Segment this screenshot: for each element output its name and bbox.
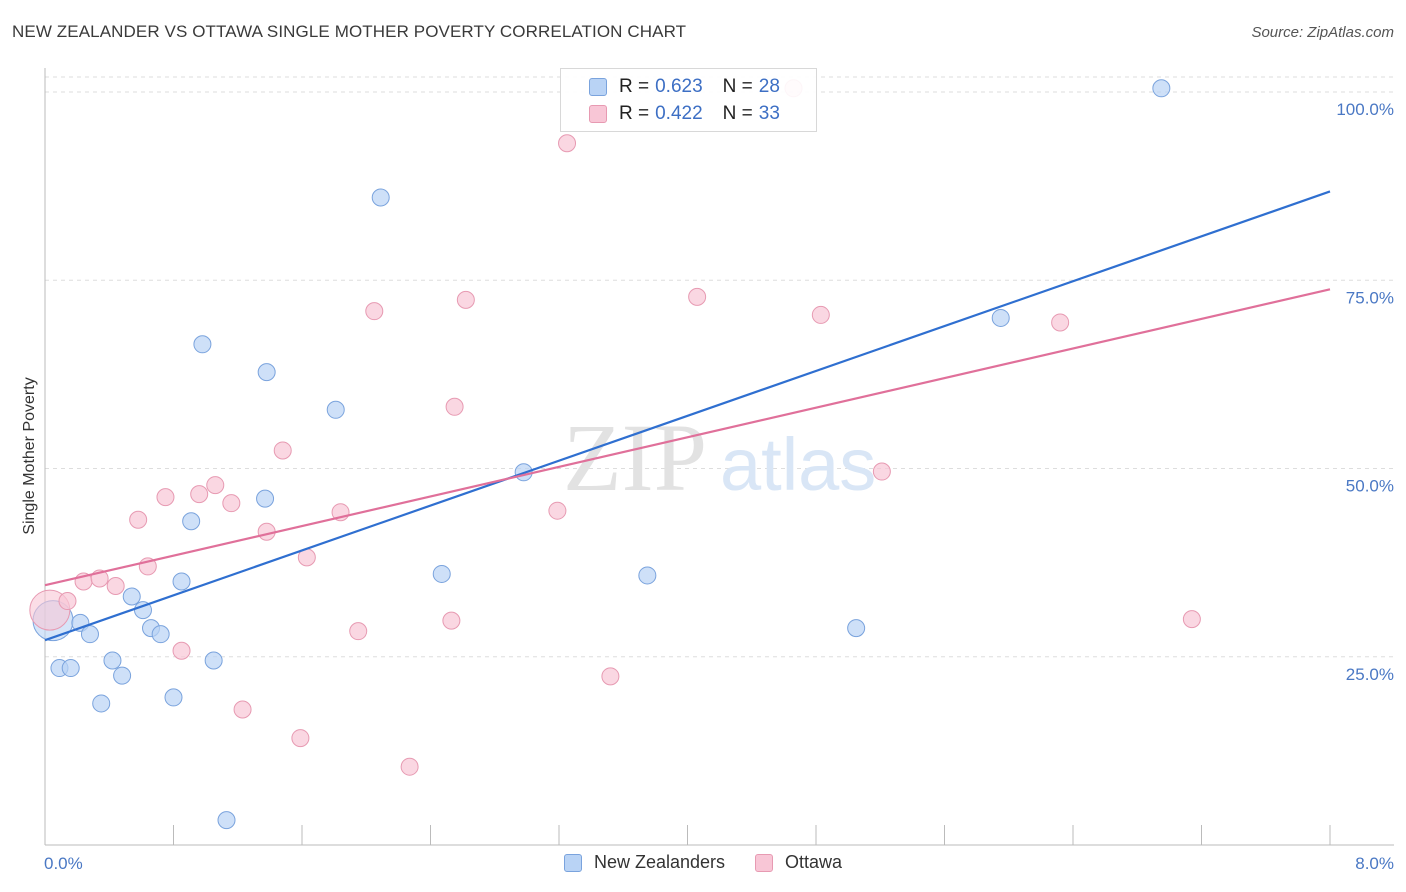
data-point-ottawa [156, 488, 175, 507]
series-legend: New Zealanders Ottawa [0, 852, 1406, 873]
trend-layer [44, 190, 1331, 642]
r-value: 0.422 [655, 103, 703, 124]
data-point-new-zealanders [326, 400, 345, 419]
y-tick-label: 100.0% [1336, 100, 1394, 119]
data-point-ottawa [688, 287, 707, 306]
trend-line-new-zealanders [44, 190, 1331, 642]
data-point-new-zealanders [172, 572, 191, 591]
data-point-new-zealanders [103, 651, 122, 670]
data-point-new-zealanders [257, 363, 276, 382]
data-point-ottawa [365, 302, 384, 321]
data-point-ottawa [349, 622, 368, 641]
data-point-new-zealanders [638, 566, 657, 585]
stats-legend-row-new-zealanders: R = 0.623 N = 28 [561, 74, 780, 100]
n-label: N = [722, 76, 753, 97]
x-tick-label-max: 8.0% [1355, 854, 1394, 873]
data-point-new-zealanders [991, 308, 1010, 327]
data-point-new-zealanders [80, 625, 99, 644]
data-point-ottawa [400, 757, 419, 776]
trend-line-ottawa [44, 288, 1331, 587]
legend-swatch-blue [563, 853, 582, 872]
y-axis-label: Single Mother Poverty [21, 377, 38, 534]
data-point-new-zealanders [217, 811, 236, 830]
legend-item-ottawa[interactable]: Ottawa [755, 852, 842, 873]
r-label: R = [619, 103, 650, 124]
data-point-new-zealanders [122, 587, 141, 606]
stats-legend-row-ottawa: R = 0.422 N = 33 [561, 101, 780, 127]
data-point-new-zealanders [847, 619, 866, 638]
data-point-ottawa [456, 290, 475, 309]
legend-label-ottawa: Ottawa [785, 852, 843, 872]
n-label: N = [722, 103, 753, 124]
data-point-new-zealanders [256, 489, 275, 508]
data-point-ottawa [1051, 313, 1070, 332]
data-point-ottawa [273, 441, 292, 460]
data-point-ottawa [172, 641, 191, 660]
data-point-new-zealanders [371, 188, 390, 207]
watermark-atlas: atlas [720, 423, 876, 506]
n-value: 28 [758, 76, 780, 97]
data-point-ottawa [233, 700, 252, 719]
legend-label-new-zealanders: New Zealanders [593, 852, 726, 872]
r-value: 0.623 [655, 76, 703, 97]
legend-swatch-blue [589, 78, 607, 96]
data-point-ottawa [129, 510, 148, 529]
data-point-ottawa [872, 462, 891, 481]
data-point-new-zealanders [151, 625, 170, 644]
legend-swatch-pink [589, 105, 607, 123]
axis-layer [44, 68, 1394, 846]
data-point-ottawa [558, 134, 577, 153]
legend-item-new-zealanders[interactable]: New Zealanders [563, 852, 726, 873]
x-tick-label-min: 0.0% [44, 854, 83, 873]
data-point-ottawa [222, 494, 241, 513]
y-tick-label: 25.0% [1346, 665, 1394, 684]
data-point-new-zealanders [164, 688, 183, 707]
data-point-new-zealanders [432, 564, 451, 583]
data-point-ottawa [106, 576, 125, 595]
watermark-zip: ZIP [563, 404, 707, 511]
r-label: R = [619, 76, 650, 97]
data-point-new-zealanders [182, 512, 201, 531]
data-point-ottawa [1182, 610, 1201, 629]
data-point-ottawa [811, 305, 830, 324]
data-point-ottawa [58, 592, 77, 611]
legend-swatch-pink [755, 853, 774, 872]
data-point-new-zealanders [61, 659, 80, 678]
source-label: Source: ZipAtlas.com [1251, 24, 1394, 41]
data-point-new-zealanders [92, 694, 111, 713]
data-point-new-zealanders [204, 651, 223, 670]
data-point-new-zealanders [113, 666, 132, 685]
data-point-ottawa [548, 501, 567, 520]
data-point-ottawa [206, 476, 225, 495]
data-point-ottawa [601, 667, 620, 686]
data-point-new-zealanders [193, 335, 212, 354]
y-tick-labels: 25.0% 50.0% 75.0% 100.0% [1336, 100, 1394, 684]
watermark: ZIP atlas [563, 404, 876, 511]
points-layer [29, 79, 1201, 830]
n-value: 33 [758, 103, 780, 124]
stats-legend: R = 0.623 N = 28 R = 0.422 N = 33 [560, 68, 817, 132]
data-point-ottawa [190, 485, 209, 504]
data-point-new-zealanders [1152, 79, 1171, 98]
y-tick-label: 50.0% [1346, 477, 1394, 496]
data-point-ottawa [442, 611, 461, 630]
data-point-ottawa [291, 729, 310, 748]
y-tick-label: 75.0% [1346, 288, 1394, 307]
data-point-ottawa [445, 397, 464, 416]
chart-title: NEW ZEALANDER VS OTTAWA SINGLE MOTHER PO… [12, 22, 687, 41]
